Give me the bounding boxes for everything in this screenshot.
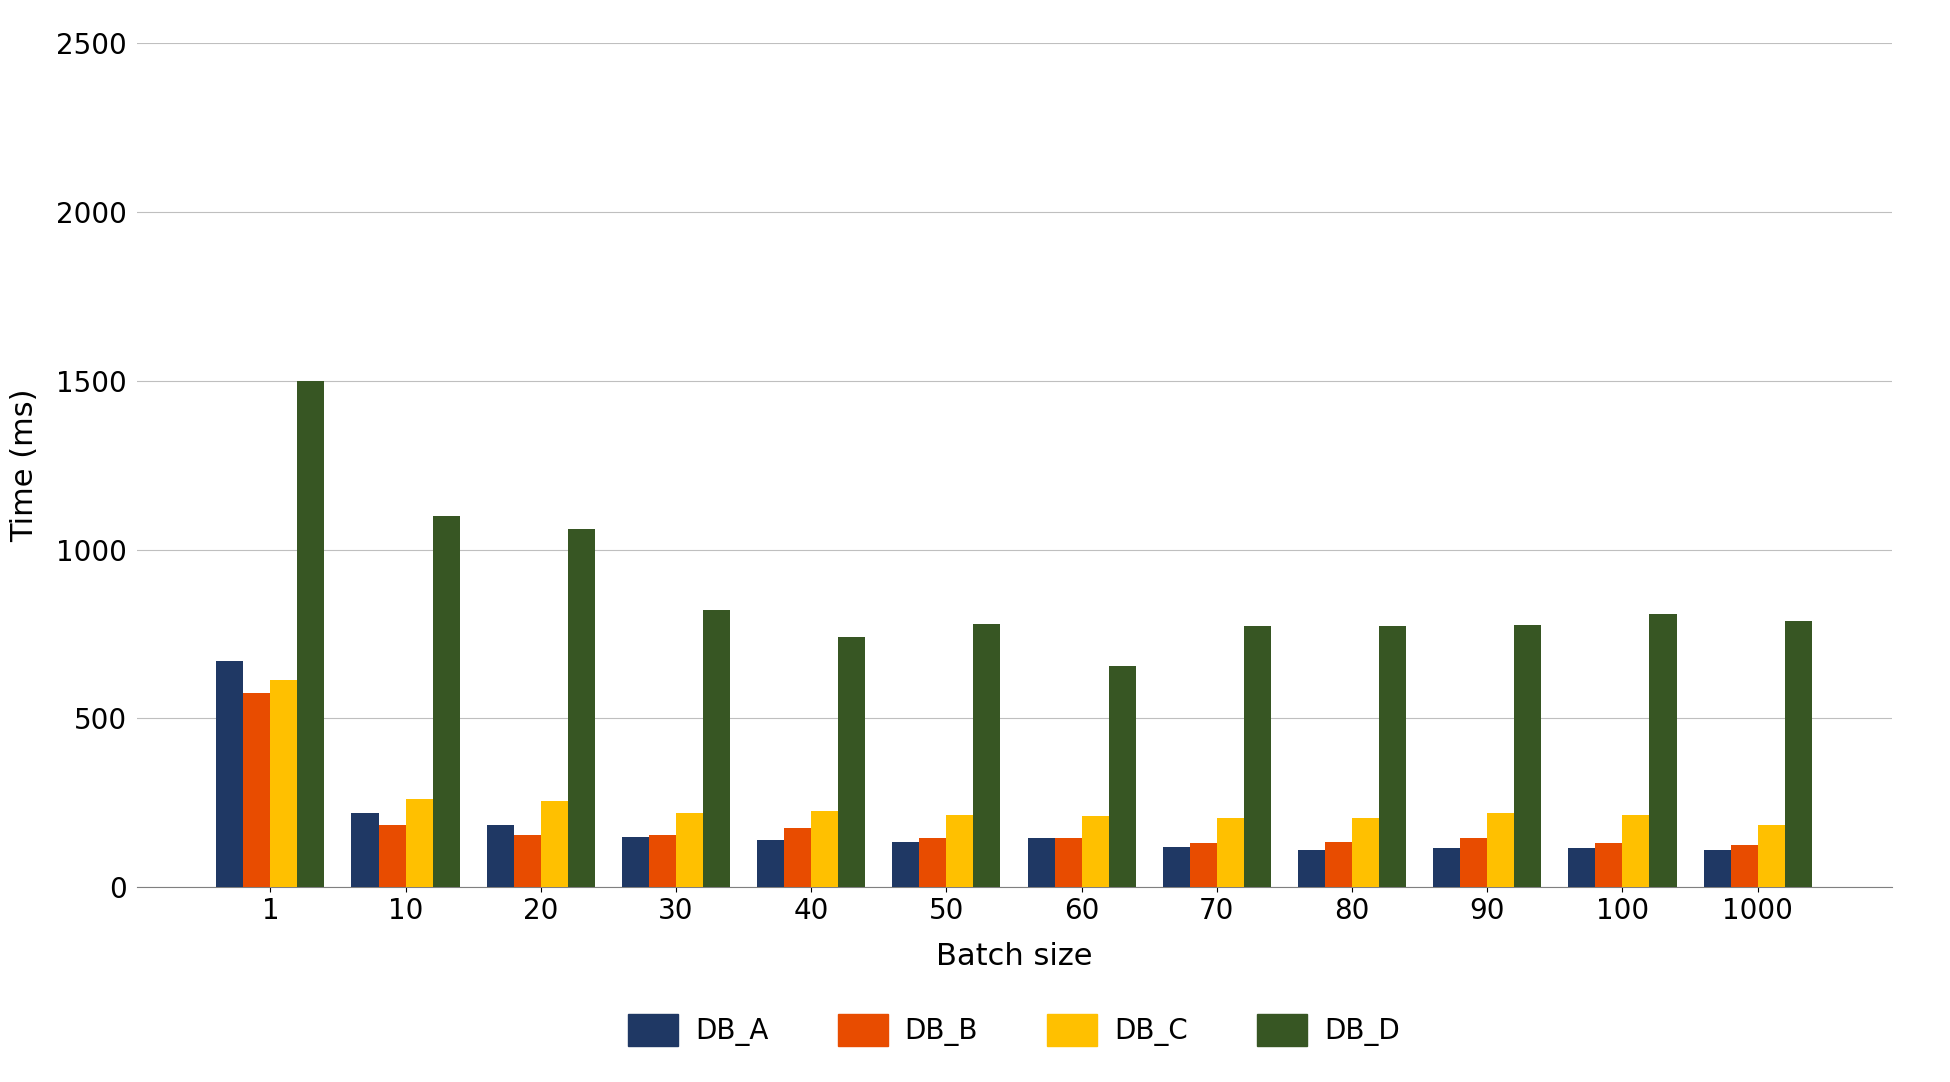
Bar	[1162, 847, 1190, 887]
Bar	[1488, 813, 1515, 887]
Bar	[1299, 850, 1324, 887]
Bar	[1730, 845, 1757, 887]
Bar	[918, 839, 946, 887]
Bar	[1784, 621, 1812, 887]
Bar	[244, 694, 271, 887]
Bar	[271, 679, 298, 887]
Y-axis label: Time (ms): Time (ms)	[10, 388, 39, 542]
Bar	[567, 529, 595, 887]
Bar	[1622, 815, 1650, 887]
Bar	[677, 813, 704, 887]
Bar	[378, 824, 406, 887]
Bar	[488, 824, 513, 887]
Bar	[757, 840, 784, 887]
Bar	[513, 835, 540, 887]
Bar	[1568, 848, 1595, 887]
Bar	[1190, 843, 1217, 887]
Bar	[1461, 839, 1488, 887]
Bar	[946, 815, 973, 887]
Bar	[540, 801, 567, 887]
Bar	[1244, 625, 1271, 887]
Bar	[973, 624, 1000, 887]
Bar	[351, 813, 378, 887]
Bar	[1704, 850, 1730, 887]
Bar	[1028, 839, 1055, 887]
Bar	[406, 800, 433, 887]
Bar	[1379, 625, 1406, 887]
Bar	[1515, 624, 1540, 887]
Bar	[1757, 824, 1784, 887]
Bar	[1324, 842, 1351, 887]
Bar	[1433, 848, 1461, 887]
Bar	[433, 516, 460, 887]
Bar	[893, 842, 918, 887]
Bar	[298, 381, 324, 887]
Bar	[1217, 818, 1244, 887]
X-axis label: Batch size: Batch size	[936, 941, 1092, 971]
Bar	[838, 637, 866, 887]
Bar	[1110, 667, 1135, 887]
Bar	[1650, 613, 1677, 887]
Bar	[704, 610, 729, 887]
Bar	[1082, 816, 1110, 887]
Bar	[1595, 843, 1622, 887]
Bar	[1351, 818, 1379, 887]
Bar	[622, 836, 649, 887]
Bar	[649, 835, 677, 887]
Bar	[784, 828, 811, 887]
Bar	[1055, 839, 1082, 887]
Bar	[811, 812, 838, 887]
Legend: DB_A, DB_B, DB_C, DB_D: DB_A, DB_B, DB_C, DB_D	[618, 1002, 1410, 1057]
Bar	[216, 661, 244, 887]
